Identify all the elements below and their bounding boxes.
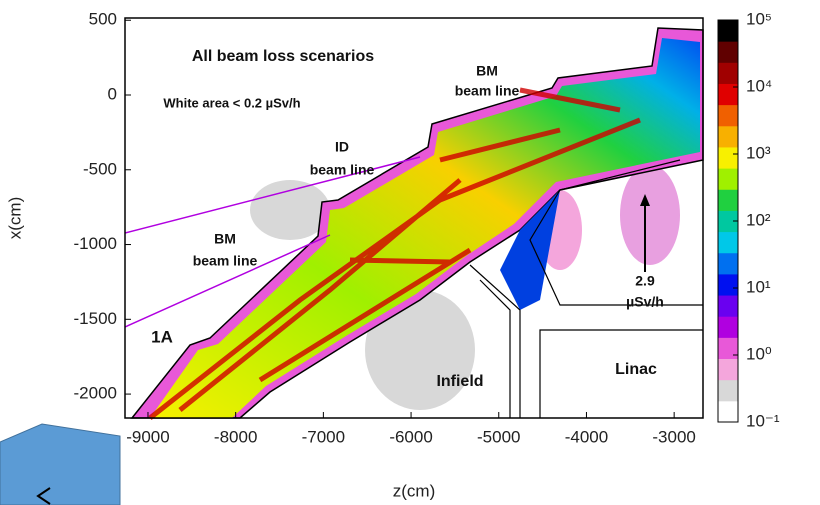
x-tick-label: -3000 bbox=[652, 427, 695, 446]
x-tick-label: -4000 bbox=[565, 427, 608, 446]
x-tick-label: -8000 bbox=[214, 427, 257, 446]
colorbar-band bbox=[718, 295, 738, 317]
y-axis-label: x(cm) bbox=[5, 197, 24, 239]
colorbar-tick-label: 10⁰ bbox=[746, 344, 772, 363]
x-axis-label: z(cm) bbox=[393, 481, 435, 500]
y-tick-label: -500 bbox=[83, 159, 117, 178]
colorbar-tick-label: 10⁻¹ bbox=[746, 411, 780, 430]
colorbar-band bbox=[718, 252, 738, 275]
colorbar-band bbox=[718, 168, 738, 190]
colorbar-tick-label: 10⁴ bbox=[746, 76, 772, 95]
y-tick-label: -1000 bbox=[74, 234, 117, 253]
colorbar-band bbox=[718, 62, 738, 84]
annotation: White area < 0.2 µSv/h bbox=[163, 95, 300, 110]
colorbar-tick-label: 10⁵ bbox=[746, 9, 772, 28]
annotation: beam line bbox=[455, 83, 520, 99]
overlay-cursor bbox=[36, 487, 51, 505]
colorbar-band bbox=[718, 146, 738, 169]
plot-frame bbox=[124, 17, 704, 419]
colorbar-band bbox=[718, 189, 738, 211]
annotation: All beam loss scenarios bbox=[192, 48, 374, 65]
colorbar-tick-label: 10¹ bbox=[746, 277, 771, 296]
annotation: beam line bbox=[310, 162, 375, 178]
x-tick-label: -5000 bbox=[477, 427, 520, 446]
colorbar-band bbox=[718, 400, 738, 423]
x-tick-label: -9000 bbox=[126, 427, 169, 446]
overlay-shape bbox=[0, 423, 121, 505]
colorbar-tick-label: 10² bbox=[746, 210, 771, 229]
colorbar-band bbox=[718, 337, 738, 360]
x-tick-label: -7000 bbox=[302, 427, 345, 446]
annotation: BM bbox=[214, 231, 236, 247]
annotation: BM bbox=[476, 63, 498, 79]
annotation: 2.9 bbox=[635, 273, 655, 289]
y-tick-label: -1500 bbox=[74, 309, 117, 328]
y-tick-label: -2000 bbox=[74, 384, 117, 403]
colorbar-tick-label: 10³ bbox=[746, 143, 771, 162]
annotation: 1A bbox=[151, 327, 173, 346]
colorbar-band bbox=[718, 104, 738, 127]
colorbar-band bbox=[718, 20, 738, 42]
y-tick-label: 500 bbox=[89, 10, 117, 29]
y-tick-label: 0 bbox=[108, 84, 117, 103]
colorbar-band bbox=[718, 358, 738, 381]
colorbar-band bbox=[718, 125, 738, 148]
annotation: beam line bbox=[193, 253, 258, 269]
dose-map bbox=[124, 27, 704, 420]
annotation: Infield bbox=[436, 373, 483, 390]
annotation: Linac bbox=[615, 361, 657, 378]
colorbar-band bbox=[718, 231, 738, 254]
colorbar-band bbox=[718, 379, 738, 402]
annotation: ID bbox=[335, 139, 349, 155]
x-tick-label: -6000 bbox=[389, 427, 432, 446]
colorbar-band bbox=[718, 273, 738, 296]
annotation: µSv/h bbox=[626, 294, 664, 310]
colorbar-band bbox=[718, 41, 738, 63]
colorbar-band bbox=[718, 83, 738, 106]
colorbar-band bbox=[718, 210, 738, 233]
colorbar-band bbox=[718, 316, 738, 338]
